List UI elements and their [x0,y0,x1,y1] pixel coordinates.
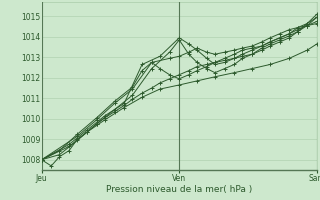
X-axis label: Pression niveau de la mer( hPa ): Pression niveau de la mer( hPa ) [106,185,252,194]
